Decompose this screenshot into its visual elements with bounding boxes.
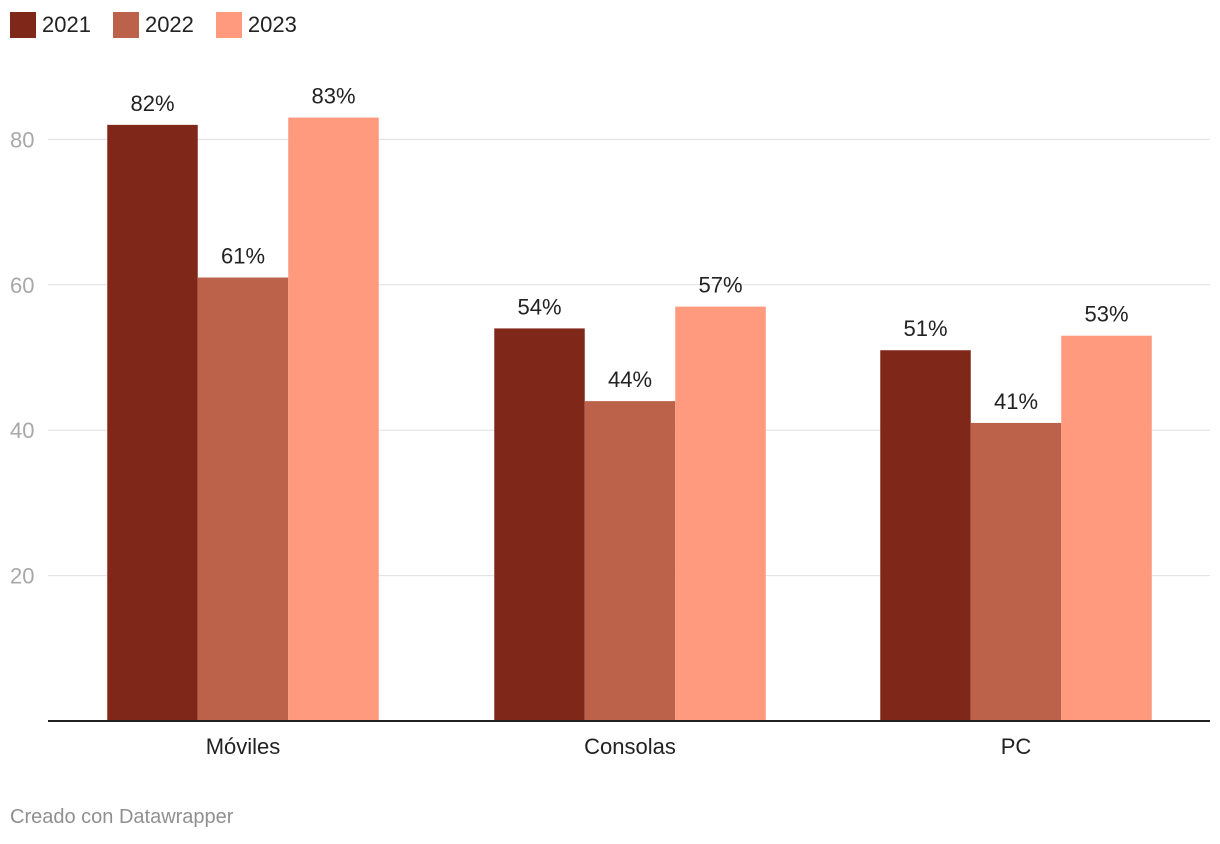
- data-label-2022-2: 41%: [994, 389, 1038, 414]
- data-label-2022-0: 61%: [221, 244, 265, 269]
- credit-text: Creado con Datawrapper: [10, 806, 234, 828]
- y-tick-label-20: 20: [10, 564, 34, 589]
- legend-label-2021: 2021: [42, 12, 91, 37]
- data-label-2023-2: 53%: [1084, 302, 1128, 327]
- bar-2023-0: [288, 117, 379, 722]
- x-tick-label-2: PC: [1001, 734, 1032, 759]
- chart-legend: 2021 2022 2023: [10, 12, 319, 38]
- data-label-2021-2: 51%: [903, 316, 947, 341]
- legend-swatch-2022: [112, 12, 139, 38]
- bar-2023-2: [1061, 335, 1152, 721]
- bar-2021-2: [880, 350, 971, 721]
- y-tick-label-40: 40: [10, 418, 34, 443]
- legend-item-2022: 2022: [112, 12, 194, 38]
- legend-swatch-2023: [215, 12, 242, 38]
- legend-item-2021: 2021: [10, 12, 91, 38]
- y-tick-label-80: 80: [10, 127, 34, 152]
- data-label-2023-1: 57%: [698, 273, 742, 298]
- bar-2022-0: [197, 277, 289, 721]
- bar-2022-2: [970, 422, 1062, 721]
- bar-2022-1: [584, 401, 676, 721]
- bar-2021-0: [107, 124, 198, 722]
- y-tick-label-60: 60: [10, 273, 34, 298]
- data-label-2021-1: 54%: [517, 294, 561, 319]
- x-tick-label-0: Móviles: [206, 734, 281, 759]
- bar-chart: 20 40 60 80 82% 61% 83% Móviles 54% 44% 57% Consola…: [10, 84, 1210, 759]
- legend-swatch-2021: [10, 12, 36, 38]
- bar-2023-1: [675, 306, 766, 721]
- legend-label-2022: 2022: [144, 12, 194, 37]
- legend-label-2023: 2023: [247, 12, 297, 37]
- x-tick-label-1: Consolas: [584, 734, 676, 759]
- bar-2021-1: [494, 328, 585, 721]
- data-label-2022-1: 44%: [608, 367, 652, 392]
- data-label-2021-0: 82%: [130, 91, 174, 116]
- data-label-2023-0: 83%: [311, 84, 355, 109]
- legend-item-2023: 2023: [215, 12, 297, 38]
